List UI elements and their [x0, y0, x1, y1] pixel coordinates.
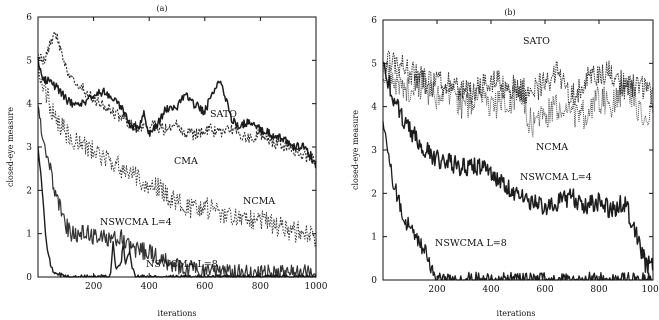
- panel-b-ylabel: closed-eye measure: [351, 110, 360, 190]
- x-tick-label: 1000: [305, 282, 328, 292]
- panel-b-title: (b): [504, 8, 515, 17]
- x-tick-label: 200: [428, 285, 445, 295]
- series-line-sato: [382, 50, 654, 106]
- y-tick-label: 4: [26, 100, 32, 110]
- panel-a-lines: [37, 31, 317, 278]
- y-tick-label: 0: [371, 276, 377, 286]
- panel-b: (b) 0 1 2 3 4 5 6 200 400 600 800 1000 closed-eye m…: [351, 8, 659, 318]
- panel-b-label-sato: SATO: [523, 36, 550, 47]
- panel-b-xlabel: iterations: [497, 309, 536, 318]
- y-tick-label: 6: [26, 13, 32, 23]
- x-tick-label: 800: [590, 285, 607, 295]
- y-tick-label: 2: [26, 186, 32, 196]
- panel-a-frame: [37, 16, 317, 278]
- y-tick-label: 2: [371, 189, 377, 199]
- panel-b-label-nswcma-l4: NSWCMA L=4: [520, 172, 592, 183]
- y-tick-label: 5: [371, 59, 377, 69]
- panel-b-label-ncma: NCMA: [536, 142, 568, 153]
- series-line-nswcma-l-8: [37, 146, 316, 278]
- panel-a-label-cma: CMA: [174, 156, 198, 167]
- x-tick-label: 600: [536, 285, 553, 295]
- series-line-ncma: [37, 67, 317, 247]
- panel-a-label-sato: SATO: [210, 109, 237, 120]
- y-tick-label: 6: [371, 16, 377, 26]
- panel-a-label-nswcma-l8: NSWCMA L=8: [146, 259, 218, 270]
- panel-a-ticks: 0 1 2 3 4 5 6 200 400 600 800 1000: [26, 13, 327, 292]
- series-line-cma: [37, 31, 317, 165]
- x-tick-label: 600: [196, 282, 213, 292]
- x-tick-label: 200: [85, 282, 102, 292]
- y-tick-label: 3: [371, 146, 377, 156]
- panel-a-label-ncma: NCMA: [243, 196, 275, 207]
- x-tick-label: 1000: [642, 285, 659, 295]
- panel-b-frame: [382, 19, 654, 281]
- panel-b-label-nswcma-l8: NSWCMA L=8: [435, 238, 507, 249]
- panel-a: (a) 0 1 2 3 4 5 6 200 400 600 800 1000 closed-eye m…: [6, 4, 328, 318]
- panel-b-lines: [382, 50, 654, 281]
- y-tick-label: 1: [26, 230, 32, 240]
- y-tick-label: 0: [26, 273, 32, 283]
- y-tick-label: 5: [26, 56, 32, 66]
- x-tick-label: 800: [252, 282, 269, 292]
- x-tick-label: 400: [141, 282, 158, 292]
- y-tick-label: 3: [26, 143, 32, 153]
- series-line-nswcma-l-4: [382, 61, 654, 274]
- series-line-sato: [37, 57, 317, 169]
- panel-b-ticks: 0 1 2 3 4 5 6 200 400 600 800 1000: [371, 16, 659, 295]
- y-tick-label: 1: [371, 233, 377, 243]
- panel-a-ylabel: closed-eye measure: [6, 107, 15, 187]
- y-tick-label: 4: [371, 103, 377, 113]
- series-line-nswcma-l-8: [382, 121, 653, 281]
- panel-a-title: (a): [156, 4, 167, 13]
- series-line-nswcma-l-4: [37, 105, 317, 278]
- panel-a-xlabel: iterations: [158, 309, 197, 318]
- panel-a-label-nswcma-l4: NSWCMA L=4: [100, 217, 172, 228]
- x-tick-label: 400: [482, 285, 499, 295]
- series-line-ncma: [382, 60, 654, 138]
